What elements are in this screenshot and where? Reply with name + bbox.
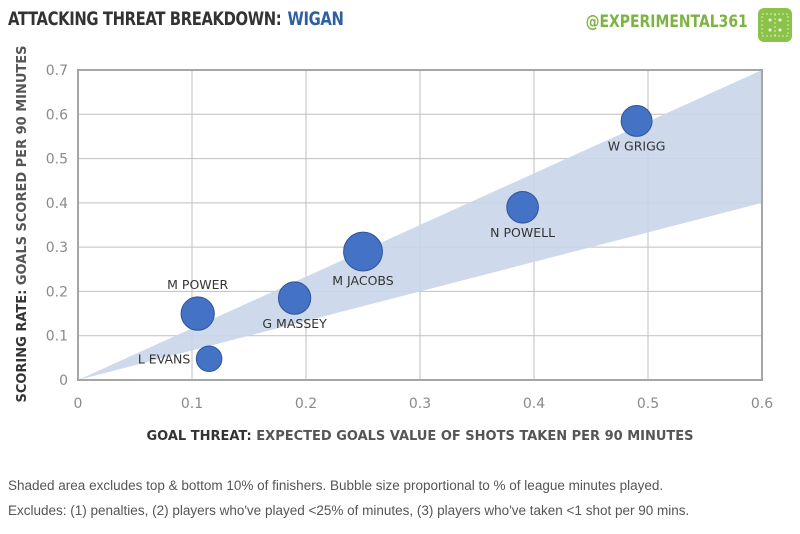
point-label: M POWER <box>167 277 228 292</box>
y-axis-title: SCORING RATE: GOALS SCORED PER 90 MINUTE… <box>15 45 30 402</box>
x-tick-label: 0.6 <box>751 396 773 412</box>
point-label: M JACOBS <box>332 273 393 288</box>
x-tick-label: 0.4 <box>523 396 545 412</box>
y-tick-label: 0.4 <box>46 196 68 212</box>
x-tick-label: 0.3 <box>409 396 431 412</box>
chart-title: ATTACKING THREAT BREAKDOWN: WIGAN <box>8 8 344 30</box>
y-tick-labels: 0 0.1 0.2 0.3 0.4 0.5 0.6 0.7 <box>46 63 68 389</box>
x-tick-labels: 0 0.1 0.2 0.3 0.4 0.5 0.6 <box>74 396 774 412</box>
x-tick-label: 0.2 <box>295 396 317 412</box>
bubble-point <box>343 231 383 272</box>
bubble-point <box>180 296 215 331</box>
y-tick-label: 0 <box>59 373 68 389</box>
x-axis-title-rest: EXPECTED GOALS VALUE OF SHOTS TAKEN PER … <box>256 429 693 444</box>
y-tick-label: 0.7 <box>46 63 68 79</box>
y-axis-title-bold: SCORING RATE: <box>15 290 30 403</box>
bubble-point <box>506 190 539 224</box>
bubble-point <box>277 281 312 315</box>
point-label: N POWELL <box>490 225 555 240</box>
x-axis-title: GOAL THREAT: EXPECTED GOALS VALUE OF SHO… <box>146 429 693 444</box>
plot-frame <box>77 69 763 381</box>
footnote-line-1: Shaded area excludes top & bottom 10% of… <box>8 478 664 493</box>
title-prefix: ATTACKING THREAT BREAKDOWN: <box>8 8 282 30</box>
y-tick-label: 0.5 <box>46 152 68 168</box>
y-tick-label: 0.6 <box>46 107 68 123</box>
pitch-icon <box>758 8 792 42</box>
x-tick-label: 0.5 <box>637 396 659 412</box>
twitter-handle: @EXPERIMENTAL361 <box>585 12 748 32</box>
shaded-band <box>78 70 762 380</box>
bubbles: W GRIGG N POWELL M JACOBS G MASSEY M POWER L … <box>138 104 666 373</box>
x-axis-title-bold: GOAL THREAT: <box>146 429 251 444</box>
footnote-line-2: Excludes: (1) penalties, (2) players who… <box>8 503 690 518</box>
point-label: L EVANS <box>138 352 190 367</box>
point-label: G MASSEY <box>262 316 327 331</box>
x-tick-label: 0 <box>74 396 83 412</box>
y-tick-label: 0.1 <box>46 329 68 345</box>
y-tick-label: 0.2 <box>46 284 68 300</box>
scatter-chart: 0 0.1 0.2 0.3 0.4 0.5 0.6 00.10.20.30.40.50.60… <box>15 45 774 444</box>
y-axis-title-rest: GOALS SCORED PER 90 MINUTES <box>15 45 30 285</box>
y-tick-label: 0.3 <box>46 240 68 256</box>
point-label: W GRIGG <box>608 138 666 153</box>
x-tick-label: 0.1 <box>181 396 203 412</box>
bubble-point <box>620 104 653 137</box>
title-team: WIGAN <box>287 8 344 30</box>
bubble-point <box>195 345 223 373</box>
